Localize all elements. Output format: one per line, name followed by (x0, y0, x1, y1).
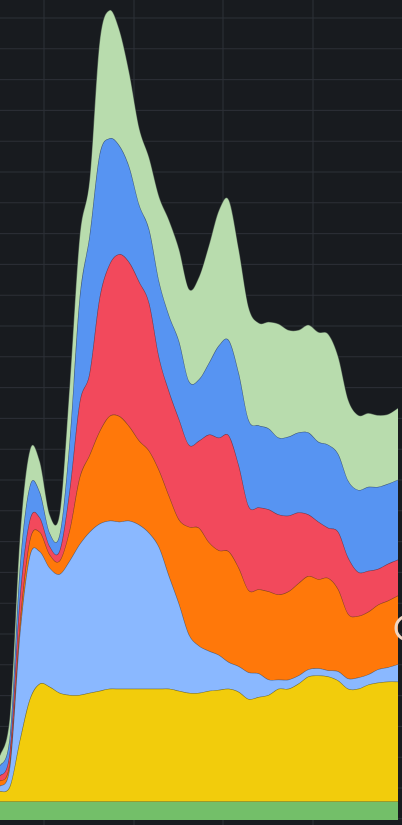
series-area-2 (0, 520, 398, 792)
series-area-5 (0, 138, 398, 776)
hover-marker-layer (394, 615, 402, 641)
series-area-0 (0, 801, 398, 820)
series-area-6 (0, 10, 398, 766)
series-area-4 (0, 254, 398, 782)
series-area-3 (0, 414, 398, 787)
series-area-1 (0, 675, 398, 802)
series-edge-6 (0, 9, 399, 756)
hover-point-marker[interactable] (394, 615, 402, 641)
series-layers (0, 9, 399, 820)
